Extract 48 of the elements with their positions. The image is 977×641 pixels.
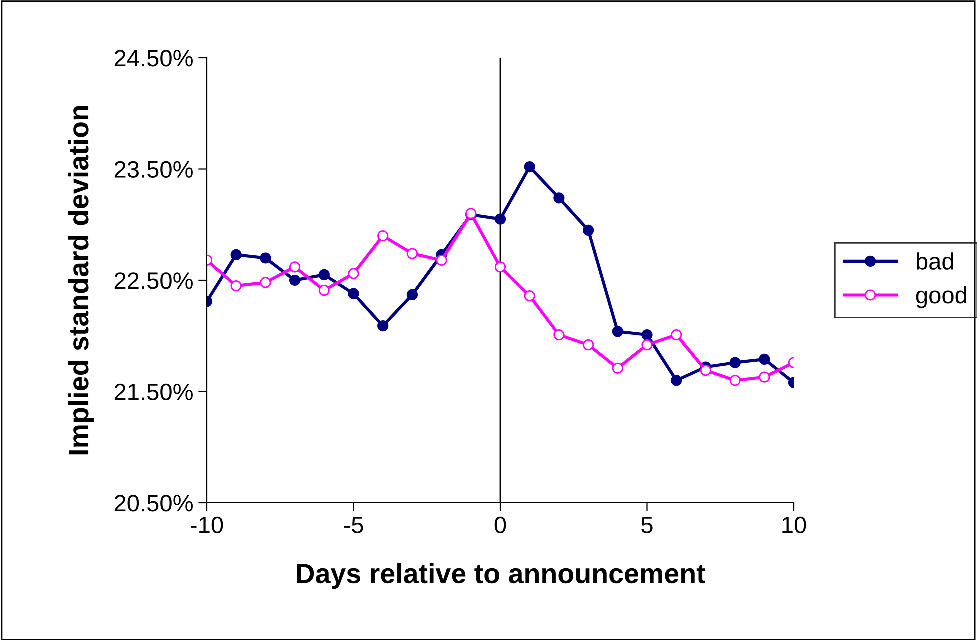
point <box>671 375 682 386</box>
point <box>348 288 360 300</box>
point <box>260 252 272 264</box>
legend-label: good <box>916 286 966 308</box>
point <box>642 329 653 341</box>
point <box>406 248 418 260</box>
x-tick-label: 0 <box>494 516 506 534</box>
y-tick-label: 22.50% <box>114 272 193 290</box>
point <box>730 375 741 386</box>
point <box>378 320 389 332</box>
point <box>582 224 594 236</box>
point <box>730 357 741 368</box>
point <box>759 354 770 366</box>
point <box>700 365 712 376</box>
point <box>612 362 624 374</box>
y-tick-label: 21.50% <box>114 384 193 401</box>
point <box>318 269 330 280</box>
point <box>260 277 272 288</box>
point <box>406 289 418 301</box>
point <box>289 274 301 286</box>
y-tick-label: 24.50% <box>114 50 193 67</box>
x-tick-label: -10 <box>190 516 224 534</box>
point <box>554 329 565 341</box>
point <box>348 268 360 280</box>
point <box>524 290 536 302</box>
point <box>230 280 242 292</box>
point <box>582 339 594 351</box>
x-tick-label: 10 <box>782 516 806 534</box>
point <box>494 214 506 225</box>
point <box>642 339 653 351</box>
point <box>494 262 506 273</box>
point <box>436 254 448 266</box>
x-tick-label: 5 <box>642 517 653 534</box>
x-tick-label: -5 <box>344 517 364 534</box>
point <box>230 249 242 260</box>
point <box>318 284 330 296</box>
y-tick-label: 23.50% <box>114 161 193 178</box>
point <box>524 161 536 173</box>
point <box>612 326 624 338</box>
point <box>289 262 301 273</box>
y-axis-title: Implied standard deviation <box>68 106 94 455</box>
legend-label: bad <box>916 252 954 270</box>
point <box>671 329 682 341</box>
point <box>378 230 389 242</box>
point <box>759 372 770 383</box>
x-axis-title: Days relative to announcement <box>297 563 706 590</box>
y-tick-label: 20.50% <box>114 495 193 512</box>
point <box>554 192 565 204</box>
